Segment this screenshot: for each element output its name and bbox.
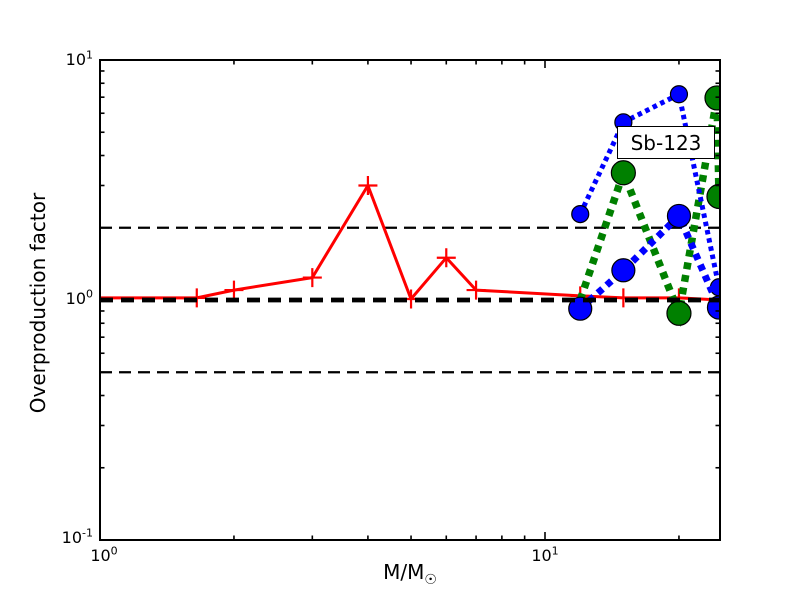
x-axis-title: M/M☉: [350, 560, 470, 588]
marker-circle-green-dotted-circles: [610, 160, 636, 186]
y-tick-label-10e0: 100: [55, 289, 93, 309]
x-axis-title-main: M/M: [383, 560, 425, 584]
annotation-box: Sb-123: [617, 126, 715, 159]
y-tick-exp: -1: [82, 526, 93, 540]
marker-circle-green-dotted-circles: [666, 300, 692, 326]
series-red-solid-plus: [100, 175, 720, 309]
marker-circle-green-dotted-circles: [706, 183, 720, 210]
marker-circle-blue-upper-dotted-circles: [571, 204, 590, 224]
series-line-blue-lower-dotted-circles: [577, 209, 720, 312]
y-tick-exp: 1: [86, 48, 93, 62]
x-tick-exp: 1: [551, 544, 559, 558]
marker-circle-blue-lower-dotted-circles: [568, 296, 593, 321]
x-tick-base: 10: [531, 546, 552, 565]
series-line-red-solid-plus: [100, 182, 720, 302]
marker-circle-green-dotted-circles: [704, 85, 720, 111]
axis-ticks: [99, 59, 720, 541]
y-tick-base: 10: [61, 528, 83, 547]
x-tick-base: 10: [90, 546, 111, 565]
y-axis-title: Overproduction factor: [26, 192, 50, 414]
series-line-blue-upper-dotted-circles: [577, 90, 720, 288]
marker-plus-red-solid-plus: [358, 175, 378, 195]
marker-circle-blue-upper-dotted-circles: [669, 85, 689, 104]
x-tick-label-10e0: 100: [80, 546, 128, 566]
marker-plus-red-solid-plus: [436, 248, 456, 268]
y-tick-base: 10: [65, 289, 86, 308]
marker-plus-red-solid-plus: [302, 268, 322, 288]
x-tick-label-10e1: 101: [521, 546, 569, 566]
y-tick-label-10e-1: 10-1: [45, 528, 93, 548]
marker-circle-blue-lower-dotted-circles: [611, 258, 636, 283]
y-tick-base: 10: [65, 50, 86, 69]
marker-plus-red-solid-plus: [466, 280, 486, 300]
plot-area: [100, 85, 720, 374]
y-tick-exp: 0: [86, 287, 93, 301]
series-green-dotted-circles: [576, 85, 720, 328]
y-tick-label-10e1: 101: [55, 50, 93, 70]
annotation-text: Sb-123: [630, 130, 702, 155]
marker-plus-red-solid-plus: [224, 280, 244, 300]
x-tick-exp: 0: [110, 544, 118, 558]
marker-circle-blue-lower-dotted-circles: [666, 203, 692, 229]
sun-symbol-icon: ☉: [424, 572, 437, 588]
